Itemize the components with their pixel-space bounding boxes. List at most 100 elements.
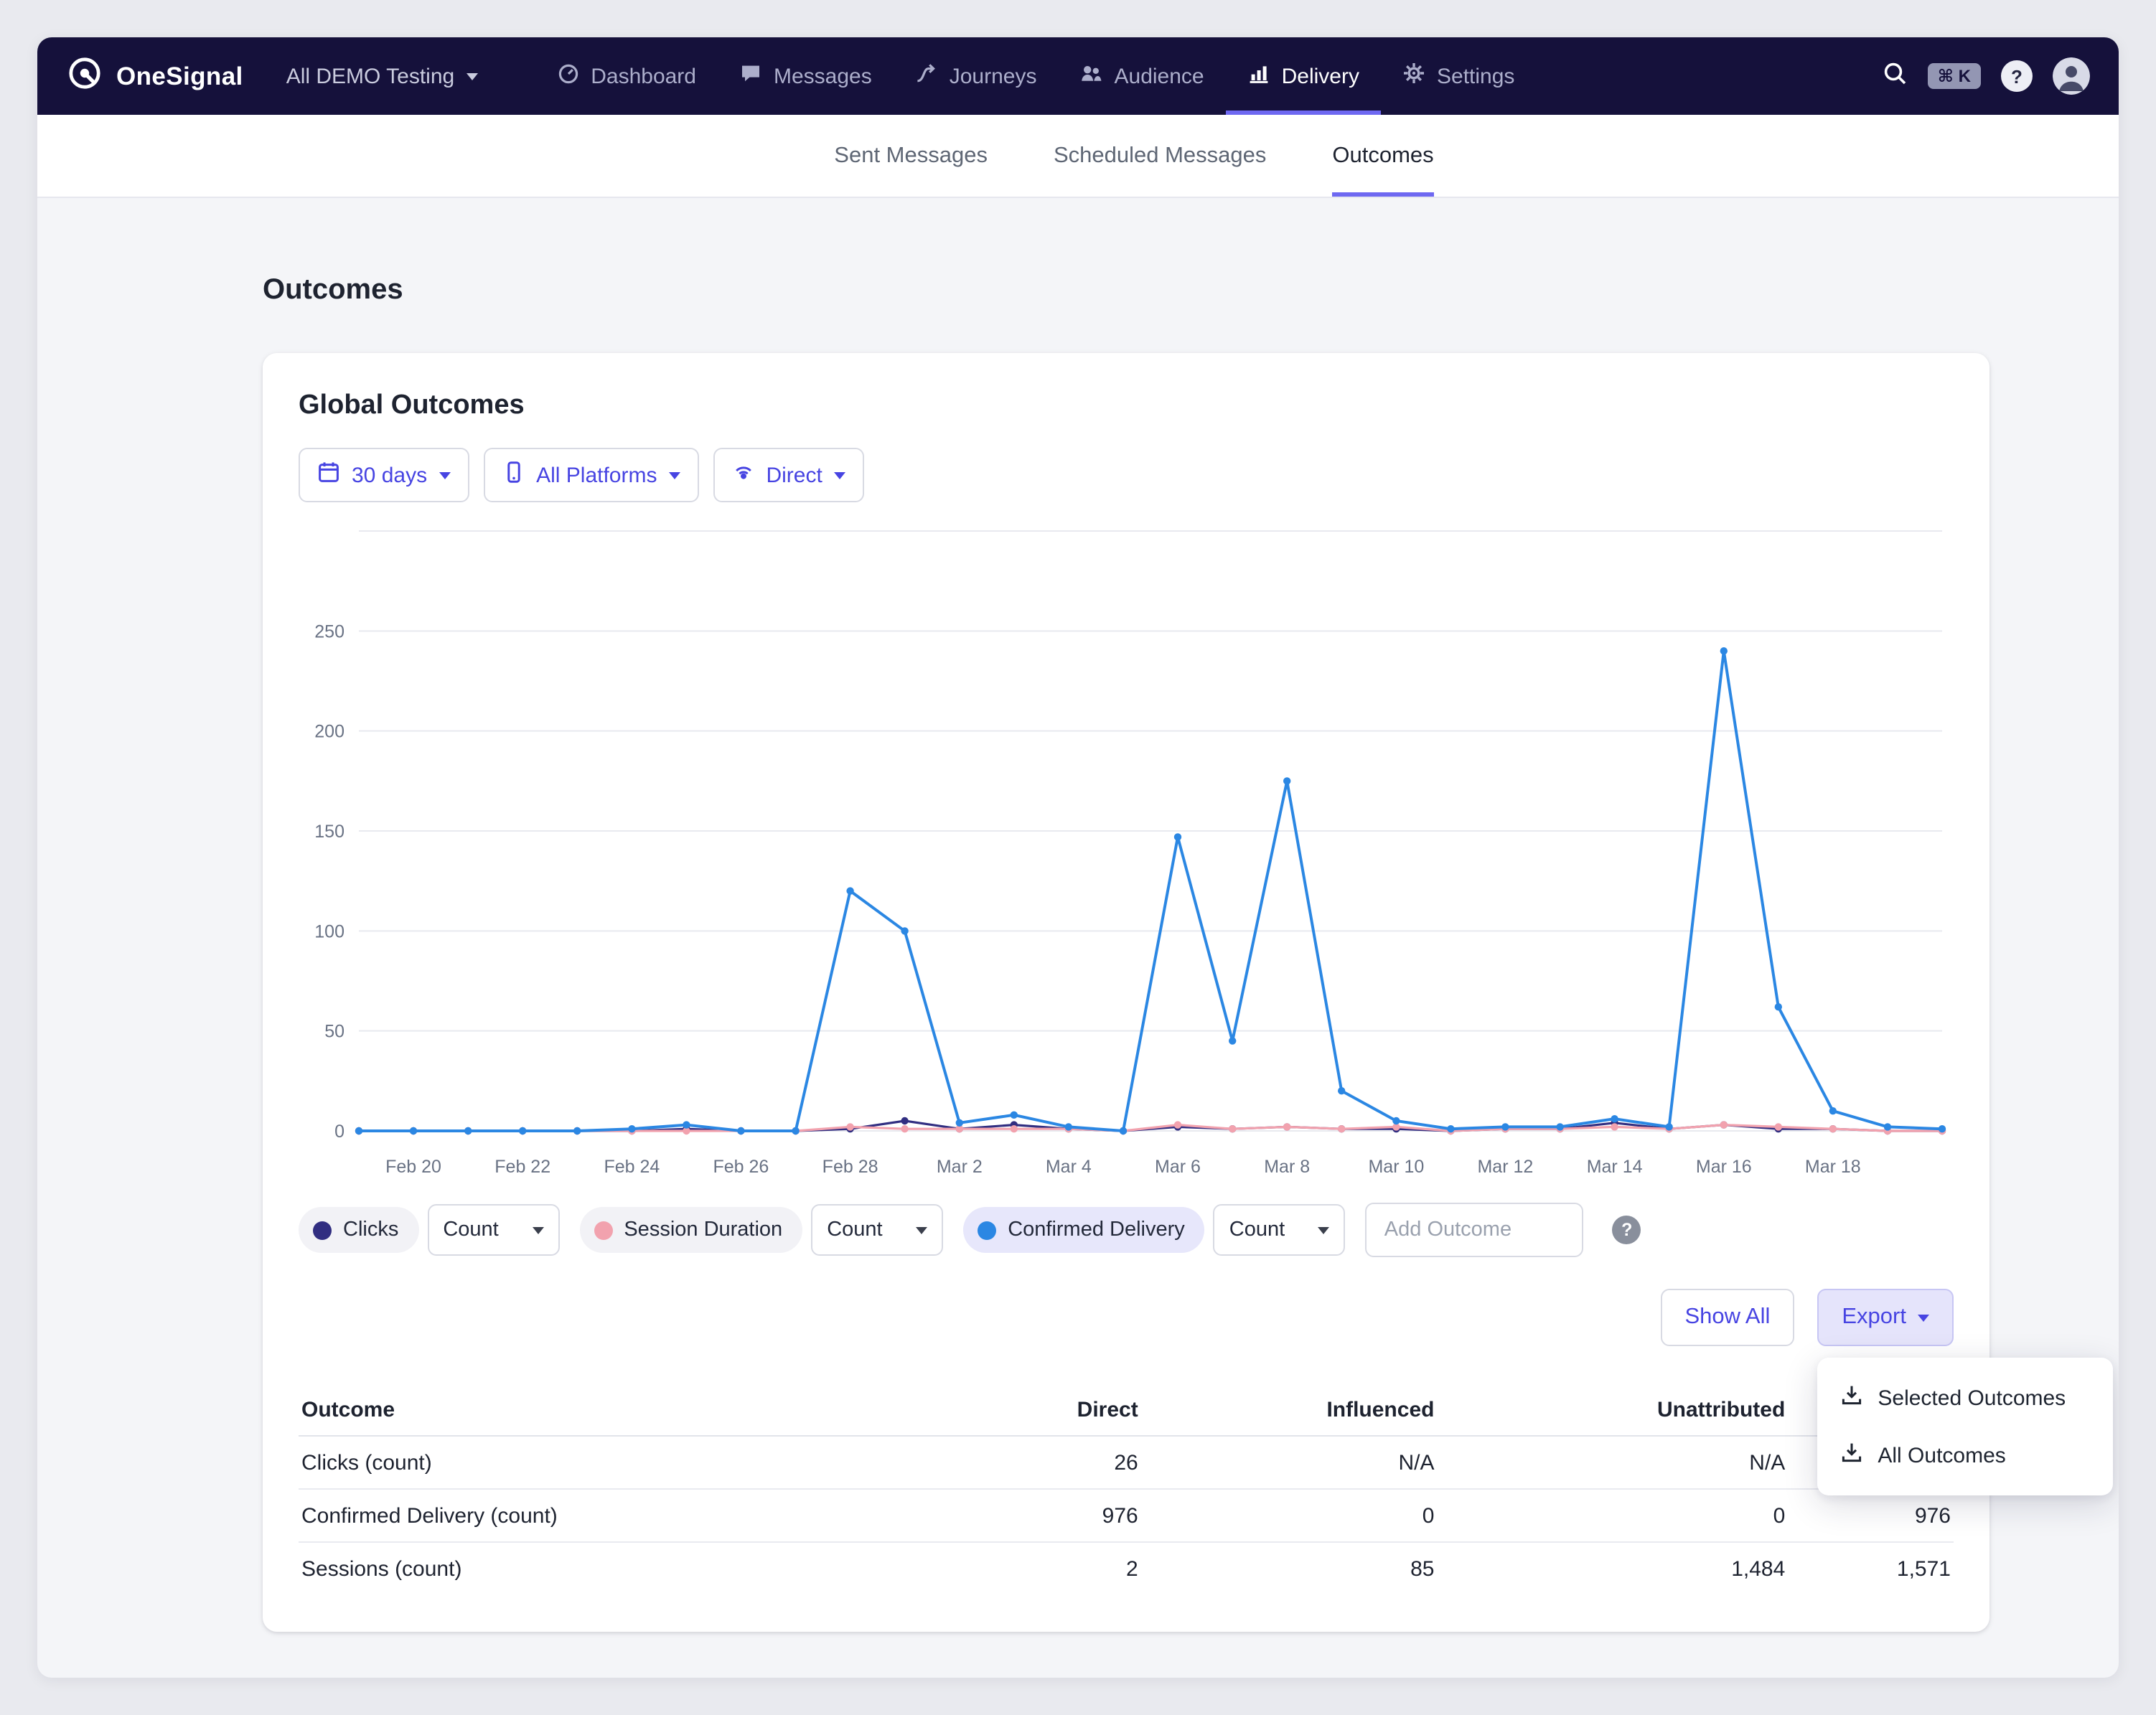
download-icon <box>1840 1441 1863 1470</box>
cell-influenced: N/A <box>1141 1436 1438 1489</box>
cell-outcome: Confirmed Delivery (count) <box>299 1489 805 1542</box>
confirmed-delivery-metric-select[interactable]: Count <box>1214 1204 1346 1256</box>
session-duration-metric-select[interactable]: Count <box>811 1204 943 1256</box>
settings-gear-icon <box>1402 62 1425 90</box>
menu-item-all-outcomes[interactable]: All Outcomes <box>1817 1427 2113 1484</box>
org-selector-label: All DEMO Testing <box>286 64 455 88</box>
dashboard-icon <box>556 62 579 90</box>
export-dropdown-wrap: Export Selected Outcomes All Outcomes <box>1817 1289 1954 1346</box>
svg-text:Mar 14: Mar 14 <box>1587 1157 1643 1177</box>
svg-text:Feb 26: Feb 26 <box>713 1157 769 1177</box>
chevron-down-icon <box>466 73 477 80</box>
org-selector[interactable]: All DEMO Testing <box>286 64 478 88</box>
main-content: Outcomes Global Outcomes 30 days All Pla… <box>37 198 2119 1632</box>
clicks-metric-select[interactable]: Count <box>427 1204 559 1256</box>
tab-label: Sent Messages <box>834 143 988 169</box>
outcomes-table: Outcome Direct Influenced Unattributed C… <box>299 1383 1954 1594</box>
export-label: Export <box>1842 1305 1906 1330</box>
column-header-direct: Direct <box>805 1383 1141 1436</box>
nav-item-settings[interactable]: Settings <box>1381 37 1536 115</box>
svg-text:Mar 2: Mar 2 <box>937 1157 983 1177</box>
svg-text:50: 50 <box>324 1022 345 1042</box>
platform-filter[interactable]: All Platforms <box>483 448 698 502</box>
svg-text:Mar 16: Mar 16 <box>1696 1157 1752 1177</box>
svg-text:Feb 20: Feb 20 <box>385 1157 441 1177</box>
svg-text:200: 200 <box>314 722 345 742</box>
metric-value: Count <box>443 1218 498 1241</box>
search-icon[interactable] <box>1882 60 1908 93</box>
legend-pill-confirmed-delivery[interactable]: Confirmed Delivery <box>963 1207 1205 1253</box>
nav-item-label: Audience <box>1115 64 1204 88</box>
chevron-down-icon <box>668 472 680 479</box>
table-header-row: Outcome Direct Influenced Unattributed <box>299 1383 1954 1436</box>
page-root: OneSignal All DEMO Testing Dashboard Mes… <box>0 0 2156 1715</box>
brand-name: OneSignal <box>116 61 243 91</box>
page-title: Outcomes <box>263 270 2119 310</box>
delivery-icon <box>1247 62 1270 90</box>
table-actions: Show All Export Selected Outcomes <box>299 1289 1954 1346</box>
tab-label: Outcomes <box>1332 143 1433 169</box>
delivery-subnav: Sent Messages Scheduled Messages Outcome… <box>37 115 2119 198</box>
nav-item-messages[interactable]: Messages <box>718 37 894 115</box>
series-color-dot <box>978 1221 996 1239</box>
nav-item-label: Messages <box>774 64 872 88</box>
legend-label: Clicks <box>343 1218 398 1241</box>
nav-item-label: Settings <box>1437 64 1514 88</box>
cell-total: 1,571 <box>1788 1542 1954 1594</box>
nav-item-delivery[interactable]: Delivery <box>1226 37 1381 115</box>
svg-text:Mar 8: Mar 8 <box>1264 1157 1310 1177</box>
legend-pill-session-duration[interactable]: Session Duration <box>579 1207 802 1253</box>
cell-influenced: 0 <box>1141 1489 1438 1542</box>
table-row: Sessions (count) 2 85 1,484 1,571 <box>299 1542 1954 1594</box>
messages-icon <box>739 62 762 90</box>
brand[interactable]: OneSignal <box>66 54 243 98</box>
chart-legend: Clicks Count Session Duration <box>299 1203 1954 1257</box>
legend-pill-clicks[interactable]: Clicks <box>299 1207 418 1253</box>
app-window: OneSignal All DEMO Testing Dashboard Mes… <box>37 37 2119 1678</box>
series-color-dot <box>594 1221 612 1239</box>
help-button[interactable]: ? <box>2001 60 2033 92</box>
add-outcome-input[interactable] <box>1366 1203 1584 1257</box>
metric-value: Count <box>1229 1218 1285 1241</box>
series-color-dot <box>313 1221 332 1239</box>
svg-text:Mar 18: Mar 18 <box>1805 1157 1861 1177</box>
tab-sent-messages[interactable]: Sent Messages <box>834 115 988 197</box>
svg-text:Mar 6: Mar 6 <box>1155 1157 1201 1177</box>
column-header-influenced: Influenced <box>1141 1383 1438 1436</box>
navbar-right: ⌘ K ? <box>1882 57 2090 95</box>
tab-scheduled-messages[interactable]: Scheduled Messages <box>1054 115 1266 197</box>
column-header-unattributed: Unattributed <box>1437 1383 1788 1436</box>
table-row: Clicks (count) 26 N/A N/A <box>299 1436 1954 1489</box>
tab-label: Scheduled Messages <box>1054 143 1266 169</box>
direct-signal-icon <box>731 461 754 489</box>
svg-text:Feb 28: Feb 28 <box>822 1157 878 1177</box>
tab-outcomes[interactable]: Outcomes <box>1332 115 1433 197</box>
export-menu: Selected Outcomes All Outcomes <box>1817 1358 2113 1495</box>
svg-text:100: 100 <box>314 921 345 941</box>
download-icon <box>1840 1383 1863 1412</box>
show-all-label: Show All <box>1684 1305 1770 1330</box>
legend-group-clicks: Clicks Count <box>299 1204 559 1256</box>
avatar[interactable] <box>2053 57 2090 95</box>
metric-value: Count <box>827 1218 882 1241</box>
legend-group-session-duration: Session Duration Count <box>579 1204 943 1256</box>
legend-group-confirmed-delivery: Confirmed Delivery Count <box>963 1204 1346 1256</box>
show-all-button[interactable]: Show All <box>1660 1289 1794 1346</box>
nav-item-label: Journeys <box>950 64 1037 88</box>
nav-item-dashboard[interactable]: Dashboard <box>535 37 718 115</box>
nav-item-label: Delivery <box>1282 64 1359 88</box>
outcomes-chart-area: 050100150200250Feb 20Feb 22Feb 24Feb 26F… <box>299 522 1954 1185</box>
influence-type-filter[interactable]: Direct <box>713 448 863 502</box>
svg-text:Feb 22: Feb 22 <box>495 1157 550 1177</box>
card-title: Global Outcomes <box>299 390 1954 422</box>
nav-item-journeys[interactable]: Journeys <box>894 37 1059 115</box>
column-header-outcome: Outcome <box>299 1383 805 1436</box>
keyboard-shortcut-badge: ⌘ K <box>1928 63 1981 89</box>
cell-unattributed: 1,484 <box>1437 1542 1788 1594</box>
table-row: Confirmed Delivery (count) 976 0 0 976 <box>299 1489 1954 1542</box>
nav-item-audience[interactable]: Audience <box>1059 37 1226 115</box>
export-button[interactable]: Export <box>1817 1289 1954 1346</box>
date-range-filter[interactable]: 30 days <box>299 448 469 502</box>
menu-item-selected-outcomes[interactable]: Selected Outcomes <box>1817 1369 2113 1427</box>
outcomes-help-icon[interactable]: ? <box>1613 1216 1641 1244</box>
